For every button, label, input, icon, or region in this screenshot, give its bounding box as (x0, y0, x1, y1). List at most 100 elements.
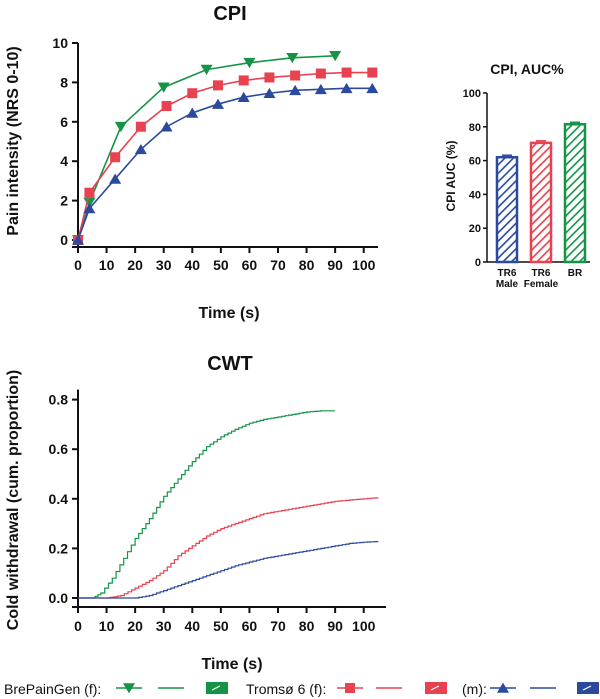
cwt-x-tick-label: 100 (352, 618, 376, 634)
cpi-x-tick-label: 30 (156, 257, 172, 273)
cwt-title: CWT (207, 353, 253, 375)
cpi-x-tick-label: 100 (352, 257, 376, 273)
cpi-point-1-3 (135, 121, 146, 132)
cpi-point-1-5 (187, 88, 198, 99)
cpi-x-tick-label: 40 (184, 257, 200, 273)
legend-label-brepaingen: BrePainGen (f): (4, 681, 101, 697)
cpi-series-line-1 (77, 71, 373, 241)
cpi-point-2-10 (314, 83, 327, 95)
cwt-x-tick-label: 80 (299, 618, 315, 634)
cpi-point-0-2 (114, 121, 127, 133)
auc-y-tick-label: 80 (469, 122, 481, 134)
cpi-point-2-5 (186, 107, 199, 118)
cpi-point-2-11 (340, 82, 353, 94)
auc-y-tick-label: 100 (463, 88, 481, 100)
cwt-x-tick-label: 30 (156, 618, 172, 634)
cpi-y-tick-label: 8 (60, 74, 68, 90)
cpi-point-2-12 (366, 82, 379, 94)
auc-bar-1 (529, 141, 553, 264)
cpi-x-tick-label: 80 (299, 257, 315, 273)
cpi-point-1-10 (315, 68, 326, 79)
cwt-chart: CWT 0.0 0.2 0.4 0.6 0.8 0 10 20 30 40 50 60 70 80 90 10… (5, 353, 386, 673)
cwt-x-tick-label: 70 (270, 618, 286, 634)
cpi-point-1-9 (290, 70, 301, 81)
cpi-series-line-0 (77, 55, 336, 241)
cwt-x-tick-label: 10 (99, 618, 115, 634)
cwt-y-label: Cold withdrawal (cum. proportion) (5, 370, 22, 630)
cpi-x-tick-label: 50 (213, 257, 229, 273)
legend-tromso-m-bar-dash (582, 685, 592, 691)
legend-label-tromso-m: (m): (462, 681, 487, 697)
cwt-y-tick-label: 0.0 (49, 590, 69, 606)
auc-y-tick-label: 20 (469, 223, 481, 235)
cwt-series-line-1 (78, 497, 379, 599)
cpi-point-1-7 (238, 75, 249, 86)
legend-tromso-f-marker-marker (345, 683, 355, 693)
auc-category-label: TR6 (532, 268, 551, 279)
cpi-point-2-6 (212, 98, 224, 109)
legend: BrePainGen (f): Tromsø 6 (f): (m): (4, 681, 599, 697)
cpi-y-tick-label: 0 (60, 232, 68, 248)
cpi-point-0-5 (243, 57, 256, 69)
cpi-x-tick-label: 10 (99, 257, 115, 273)
cpi-y-label: Pain intensity (NRS 0-10) (5, 46, 22, 235)
cpi-point-2-9 (289, 84, 302, 96)
legend-label-tromso-f: Tromsø 6 (f): (246, 681, 326, 697)
cpi-x-label: Time (s) (198, 305, 259, 322)
auc-y-tick-label: 40 (469, 189, 481, 201)
cpi-x-tick-label: 90 (327, 257, 343, 273)
cpi-point-0-4 (200, 64, 213, 75)
auc-bar-0 (495, 155, 519, 264)
cpi-point-0-7 (329, 51, 342, 62)
cpi-point-1-6 (213, 80, 223, 91)
cpi-title: CPI (213, 3, 246, 25)
cpi-x-tick-label: 0 (74, 257, 82, 273)
auc-category-label: TR6 (498, 268, 517, 279)
cpi-point-2-3 (134, 143, 147, 155)
cpi-x-tick-label: 60 (242, 257, 258, 273)
auc-title: CPI, AUC% (490, 61, 564, 77)
auc-y-tick-label: 60 (469, 156, 481, 168)
cpi-point-1-11 (341, 67, 352, 78)
cpi-point-2-0 (72, 234, 84, 245)
auc-y-tick-label: 0 (475, 257, 481, 269)
cpi-point-0-6 (286, 52, 299, 64)
legend-brepaingen-bar-dash (211, 685, 221, 691)
cwt-y-tick-label: 0.2 (49, 540, 69, 556)
cpi-point-0-1 (83, 197, 96, 208)
cpi-point-0-3 (157, 82, 170, 93)
cpi-point-1-1 (84, 187, 95, 198)
cwt-x-tick-label: 90 (327, 618, 343, 634)
cpi-x-tick-label: 70 (270, 257, 286, 273)
cpi-series-line-2 (77, 87, 373, 241)
cwt-x-tick-label: 0 (74, 618, 82, 634)
cpi-y-tick-label: 6 (60, 114, 68, 130)
auc-y-label: CPI AUC (%) (444, 141, 458, 212)
cpi-y-tick-label: 4 (60, 153, 68, 169)
auc-category-label: Male (496, 279, 519, 290)
cpi-point-1-4 (161, 101, 172, 112)
cpi-point-2-1 (83, 203, 96, 214)
cpi-point-1-2 (110, 152, 121, 163)
legend-tromso-m-marker-marker (497, 682, 509, 693)
auc-category-label: BR (568, 268, 583, 279)
cpi-point-1-12 (367, 67, 378, 78)
cwt-y-tick-label: 0.8 (49, 392, 69, 408)
cwt-x-tick-label: 40 (184, 618, 200, 634)
cpi-point-2-4 (160, 121, 173, 132)
cwt-x-tick-label: 60 (242, 618, 258, 634)
cwt-x-label: Time (s) (201, 656, 262, 673)
cwt-y-tick-label: 0.4 (49, 491, 69, 507)
auc-category-label: Female (524, 279, 559, 290)
cwt-y-tick-label: 0.6 (49, 441, 69, 457)
cpi-point-2-2 (109, 173, 122, 184)
legend-brepaingen-marker-marker (123, 683, 135, 694)
auc-bar-2 (563, 123, 587, 264)
cpi-x-tick-label: 20 (127, 257, 143, 273)
cwt-series-line-0 (78, 410, 336, 599)
cpi-point-2-7 (237, 91, 250, 102)
cpi-y-tick-label: 2 (60, 193, 68, 209)
